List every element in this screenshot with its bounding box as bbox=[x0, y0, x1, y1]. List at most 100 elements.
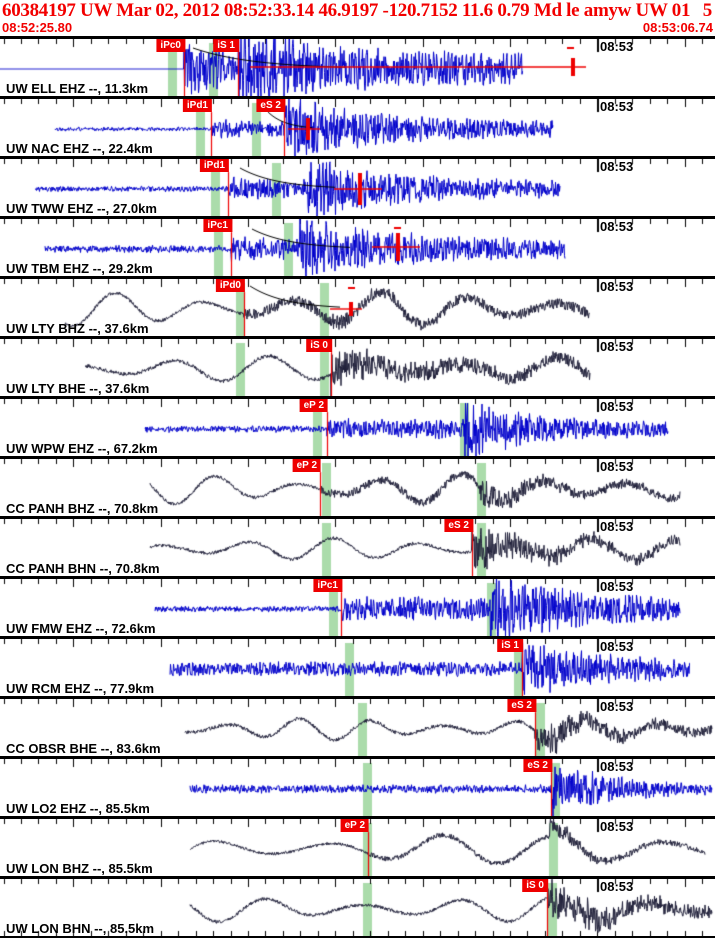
pick-flag-layer: iS 1 bbox=[0, 639, 715, 696]
minute-label: 08:53 bbox=[600, 99, 634, 114]
station-label: UW FMW EHZ --, 72.6km bbox=[6, 621, 156, 636]
station-label: CC OBSR BHE --, 83.6km bbox=[6, 741, 161, 756]
pick-flag-layer: eS 2 bbox=[0, 699, 715, 756]
time-window-row: 08:52:25.80 08:53:06.74 bbox=[0, 21, 715, 35]
pick-flag-layer: iPd1 bbox=[0, 159, 715, 216]
trace-panel-lty-bhe: iS 0 UW LTY BHE --, 37.6km 08:53 bbox=[0, 336, 715, 396]
event-header: 60384197 UW Mar 02, 2012 08:52:33.14 46.… bbox=[0, 0, 715, 36]
pick-flag-layer: eP 2 bbox=[0, 819, 715, 876]
minute-label: 08:53 bbox=[600, 339, 634, 354]
station-label: UW LTY BHE --, 37.6km bbox=[6, 381, 150, 396]
station-label: UW RCM EHZ --, 77.9km bbox=[6, 681, 155, 696]
pick-flag[interactable]: iPc1 bbox=[313, 579, 342, 592]
minute-label: 08:53 bbox=[600, 639, 634, 654]
seismogram-canvas[interactable] bbox=[0, 219, 715, 276]
station-label: UW ELL EHZ --, 11.3km bbox=[6, 81, 149, 96]
trace-panel-tbm-ehz: iPc1 UW TBM EHZ --, 29.2km 08:53 bbox=[0, 216, 715, 276]
event-summary-right: 5 bbox=[702, 0, 713, 21]
pick-flag[interactable]: iPc1 bbox=[203, 219, 232, 232]
bottom-border bbox=[0, 936, 715, 938]
pick-flag[interactable]: iPd1 bbox=[199, 159, 229, 172]
station-label: UW LON BHN --, 85.5km bbox=[6, 921, 155, 936]
minute-label: 08:53 bbox=[600, 279, 634, 294]
seismogram-canvas[interactable] bbox=[0, 699, 715, 756]
pick-flag-layer: iS 0 bbox=[0, 879, 715, 936]
pick-flag-layer: iPc0 iS 1 bbox=[0, 39, 715, 96]
pick-flag[interactable]: iPc0 bbox=[156, 39, 185, 52]
trace-panel-lo2-ehz: eS 2 UW LO2 EHZ --, 85.5km 08:53 bbox=[0, 756, 715, 816]
seismogram-canvas[interactable] bbox=[0, 579, 715, 636]
event-summary-line: 60384197 UW Mar 02, 2012 08:52:33.14 46.… bbox=[0, 0, 715, 21]
station-label: UW NAC EHZ --, 22.4km bbox=[6, 141, 153, 156]
pick-flag[interactable]: iS 0 bbox=[306, 339, 332, 352]
minute-label: 08:53 bbox=[600, 699, 634, 714]
station-label: UW TBM EHZ --, 29.2km bbox=[6, 261, 153, 276]
minute-label: 08:53 bbox=[600, 819, 634, 834]
seismogram-canvas[interactable] bbox=[0, 339, 715, 396]
seismogram-canvas[interactable] bbox=[0, 759, 715, 816]
seismogram-canvas[interactable] bbox=[0, 459, 715, 516]
pick-flag[interactable]: iPd0 bbox=[215, 279, 245, 292]
minute-label: 08:53 bbox=[600, 219, 634, 234]
event-summary-text: 60384197 UW Mar 02, 2012 08:52:33.14 46.… bbox=[2, 0, 691, 21]
station-label: UW TWW EHZ --, 27.0km bbox=[6, 201, 157, 216]
minute-label: 08:53 bbox=[600, 579, 634, 594]
pick-flag-layer: iPc1 bbox=[0, 219, 715, 276]
station-label: UW LO2 EHZ --, 85.5km bbox=[6, 801, 150, 816]
pick-flag-layer: eS 2 bbox=[0, 519, 715, 576]
minute-label: 08:53 bbox=[600, 159, 634, 174]
station-label: CC PANH BHZ --, 70.8km bbox=[6, 501, 159, 516]
minute-label: 08:53 bbox=[600, 399, 634, 414]
minute-label: 08:53 bbox=[600, 759, 634, 774]
pick-flag-layer: iPc1 bbox=[0, 579, 715, 636]
pick-flag[interactable]: iS 0 bbox=[522, 879, 548, 892]
trace-panel-panh-bhz: eP 2 CC PANH BHZ --, 70.8km 08:53 bbox=[0, 456, 715, 516]
seismogram-canvas[interactable] bbox=[0, 519, 715, 576]
trace-panel-lty-bhz: iPd0 UW LTY BHZ --, 37.6km 08:53 bbox=[0, 276, 715, 336]
trace-panel-nac-ehz: iPd1 eS 2 UW NAC EHZ --, 22.4km 08:53 bbox=[0, 96, 715, 156]
pick-flag-layer: iS 0 bbox=[0, 339, 715, 396]
seismogram-canvas[interactable] bbox=[0, 279, 715, 336]
minute-label: 08:53 bbox=[600, 39, 634, 54]
pick-flag-layer: eP 2 bbox=[0, 399, 715, 456]
seismogram-canvas[interactable] bbox=[0, 879, 715, 936]
minute-label: 08:53 bbox=[600, 519, 634, 534]
seismogram-canvas[interactable] bbox=[0, 159, 715, 216]
minute-label: 08:53 bbox=[600, 879, 634, 894]
station-label: UW LON BHZ --, 85.5km bbox=[6, 861, 153, 876]
pick-flag[interactable]: iS 1 bbox=[213, 39, 239, 52]
pick-flag-layer: iPd1 eS 2 bbox=[0, 99, 715, 156]
trace-panel-tww-ehz: iPd1 UW TWW EHZ --, 27.0km 08:53 bbox=[0, 156, 715, 216]
trace-panel-rcm-ehz: iS 1 UW RCM EHZ --, 77.9km 08:53 bbox=[0, 636, 715, 696]
pick-flag[interactable]: iPd1 bbox=[182, 99, 212, 112]
pick-flag-layer: eP 2 bbox=[0, 459, 715, 516]
seismogram-canvas[interactable] bbox=[0, 39, 715, 96]
trace-panel-lon-bhn: iS 0 UW LON BHN --, 85.5km 08:53 bbox=[0, 876, 715, 936]
station-label: UW WPW EHZ --, 67.2km bbox=[6, 441, 158, 456]
trace-panel-ell-ehz: iPc0 iS 1 UW ELL EHZ --, 11.3km 08:53 bbox=[0, 36, 715, 96]
trace-panel-wpw-ehz: eP 2 UW WPW EHZ --, 67.2km 08:53 bbox=[0, 396, 715, 456]
pick-flag[interactable]: eS 2 bbox=[507, 699, 536, 712]
pick-flag[interactable]: eS 2 bbox=[256, 99, 285, 112]
station-label: UW LTY BHZ --, 37.6km bbox=[6, 321, 149, 336]
pick-flag[interactable]: eS 2 bbox=[444, 519, 473, 532]
pick-flag[interactable]: iS 1 bbox=[497, 639, 523, 652]
pick-flag-layer: eS 2 bbox=[0, 759, 715, 816]
station-label: CC PANH BHN --, 70.8km bbox=[6, 561, 160, 576]
seismogram-canvas[interactable] bbox=[0, 639, 715, 696]
seismogram-canvas[interactable] bbox=[0, 399, 715, 456]
trace-panel-obsr-bhe: eS 2 CC OBSR BHE --, 83.6km 08:53 bbox=[0, 696, 715, 756]
trace-panel-panh-bhn: eS 2 CC PANH BHN --, 70.8km 08:53 bbox=[0, 516, 715, 576]
pick-flag[interactable]: eP 2 bbox=[340, 819, 369, 832]
pick-flag[interactable]: eP 2 bbox=[292, 459, 321, 472]
pick-flag-layer: iPd0 bbox=[0, 279, 715, 336]
seismogram-canvas[interactable] bbox=[0, 99, 715, 156]
window-start-time: 08:52:25.80 bbox=[2, 20, 73, 35]
pick-flag[interactable]: eS 2 bbox=[523, 759, 552, 772]
pick-flag[interactable]: eP 2 bbox=[299, 399, 328, 412]
trace-panel-fmw-ehz: iPc1 UW FMW EHZ --, 72.6km 08:53 bbox=[0, 576, 715, 636]
trace-list: iPc0 iS 1 UW ELL EHZ --, 11.3km 08:53 iPd… bbox=[0, 36, 715, 936]
window-end-time: 08:53:06.74 bbox=[642, 20, 713, 35]
minute-label: 08:53 bbox=[600, 459, 634, 474]
